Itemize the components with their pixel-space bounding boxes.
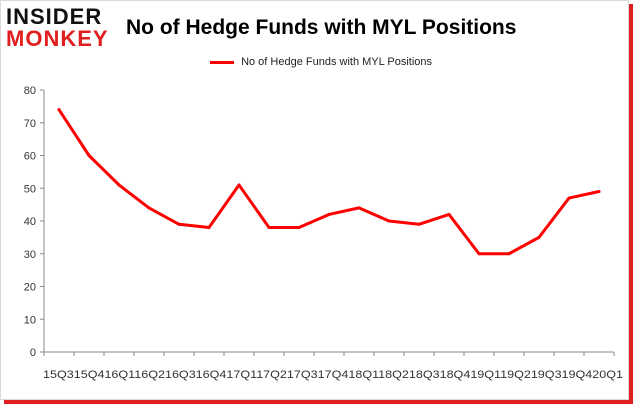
insider-monkey-logo: INSIDER MONKEY: [6, 6, 118, 50]
data-point: [597, 190, 601, 194]
data-point: [177, 222, 181, 226]
y-tick-label: 70: [24, 118, 36, 130]
data-point: [417, 222, 421, 226]
data-point: [567, 196, 571, 200]
data-point: [87, 154, 91, 157]
y-tick-label: 10: [24, 314, 36, 326]
data-point: [447, 212, 451, 216]
data-point: [387, 219, 391, 223]
y-tick-label: 30: [24, 249, 36, 261]
data-point: [507, 252, 511, 256]
data-point: [297, 226, 301, 230]
data-point: [57, 108, 61, 112]
legend-swatch: [210, 60, 234, 64]
y-tick-label: 60: [24, 151, 36, 163]
data-point: [207, 226, 211, 230]
data-point: [327, 212, 331, 216]
data-point: [117, 183, 121, 187]
chart-legend: No of Hedge Funds with MYL Positions: [210, 56, 432, 68]
chart-frame: [0, 0, 629, 400]
data-point: [267, 226, 271, 230]
y-tick-label: 50: [24, 183, 36, 195]
x-tick-labels: 15Q315Q416Q116Q216Q316Q417Q117Q217Q317Q4…: [43, 369, 623, 381]
data-point: [477, 252, 481, 256]
y-tick-label: 20: [24, 282, 36, 294]
y-tick-label: 80: [24, 85, 36, 97]
y-tick-label: 40: [24, 216, 36, 228]
y-tick-label: 0: [30, 347, 36, 359]
logo-line-1: INSIDER: [6, 4, 103, 29]
data-point: [237, 183, 241, 187]
chart-title: No of Hedge Funds with MYL Positions: [126, 16, 517, 39]
data-point: [537, 235, 541, 239]
data-point: [357, 206, 361, 210]
logo-line-2: MONKEY: [6, 26, 109, 51]
legend-label: No of Hedge Funds with MYL Positions: [241, 56, 433, 68]
data-point: [147, 206, 151, 210]
series-line: [57, 108, 601, 256]
